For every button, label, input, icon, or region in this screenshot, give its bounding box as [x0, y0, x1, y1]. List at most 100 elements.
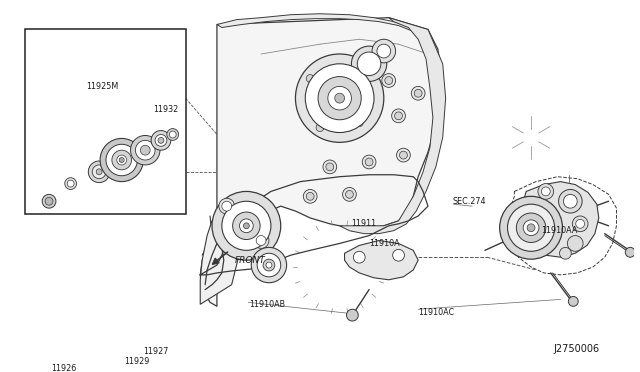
Circle shape	[377, 44, 390, 58]
Circle shape	[346, 190, 353, 198]
Circle shape	[326, 163, 333, 171]
Circle shape	[335, 93, 344, 103]
Circle shape	[263, 259, 275, 271]
Text: 11910AA: 11910AA	[541, 226, 577, 235]
Circle shape	[342, 67, 356, 80]
Circle shape	[572, 216, 588, 232]
Circle shape	[116, 155, 127, 165]
Circle shape	[307, 192, 314, 200]
Circle shape	[106, 144, 138, 176]
Circle shape	[119, 158, 124, 163]
Circle shape	[253, 232, 269, 248]
Circle shape	[559, 247, 572, 259]
Circle shape	[412, 86, 425, 100]
Circle shape	[256, 235, 266, 246]
Text: 11911: 11911	[351, 219, 376, 228]
Text: SEC.274: SEC.274	[452, 197, 486, 206]
Text: 11927: 11927	[143, 347, 169, 356]
Circle shape	[351, 46, 387, 81]
Circle shape	[353, 251, 365, 263]
Circle shape	[397, 148, 410, 162]
Circle shape	[353, 116, 366, 129]
Circle shape	[45, 197, 53, 205]
Circle shape	[392, 109, 405, 123]
Circle shape	[303, 189, 317, 203]
Circle shape	[576, 219, 584, 228]
Text: 11910A: 11910A	[369, 239, 400, 248]
Circle shape	[500, 196, 563, 259]
Circle shape	[313, 121, 327, 135]
Polygon shape	[340, 18, 445, 234]
Circle shape	[158, 137, 164, 143]
Circle shape	[239, 219, 253, 232]
Circle shape	[266, 262, 272, 268]
Circle shape	[508, 204, 555, 251]
Polygon shape	[217, 14, 438, 69]
Circle shape	[541, 187, 550, 196]
Circle shape	[170, 131, 176, 138]
Circle shape	[167, 129, 179, 140]
Circle shape	[365, 158, 373, 166]
Circle shape	[140, 145, 150, 155]
Circle shape	[527, 224, 535, 232]
Circle shape	[65, 178, 77, 189]
Circle shape	[222, 201, 232, 211]
Text: 11929: 11929	[124, 357, 149, 366]
Circle shape	[346, 70, 353, 77]
Text: FRONT: FRONT	[235, 256, 266, 264]
Circle shape	[151, 131, 171, 150]
Circle shape	[323, 160, 337, 174]
Circle shape	[563, 195, 577, 208]
Circle shape	[307, 75, 314, 83]
Text: J2750006: J2750006	[554, 343, 600, 353]
Circle shape	[155, 135, 167, 146]
Circle shape	[92, 165, 106, 179]
Circle shape	[346, 309, 358, 321]
Text: 11910AC: 11910AC	[418, 308, 454, 317]
Circle shape	[385, 77, 393, 84]
Circle shape	[100, 138, 143, 182]
Text: 11932: 11932	[153, 105, 179, 115]
Circle shape	[243, 223, 250, 229]
Circle shape	[136, 140, 155, 160]
Circle shape	[42, 195, 56, 208]
Polygon shape	[344, 241, 418, 280]
Circle shape	[382, 74, 396, 87]
Circle shape	[222, 201, 271, 250]
Circle shape	[318, 77, 361, 120]
Circle shape	[219, 198, 235, 214]
Text: 11910AB: 11910AB	[250, 300, 285, 309]
Circle shape	[257, 253, 281, 277]
Circle shape	[568, 296, 578, 306]
Circle shape	[516, 213, 546, 243]
Circle shape	[399, 151, 408, 159]
Circle shape	[625, 247, 635, 257]
Circle shape	[393, 249, 404, 261]
Circle shape	[212, 192, 281, 260]
Polygon shape	[521, 182, 599, 257]
Circle shape	[232, 212, 260, 240]
Text: 11926: 11926	[51, 364, 76, 372]
Circle shape	[362, 155, 376, 169]
Circle shape	[504, 235, 515, 244]
Circle shape	[559, 189, 582, 213]
Circle shape	[395, 112, 403, 120]
Circle shape	[414, 89, 422, 97]
Polygon shape	[200, 18, 443, 306]
Circle shape	[355, 119, 363, 126]
Circle shape	[296, 54, 384, 142]
Circle shape	[112, 150, 131, 170]
Circle shape	[303, 72, 317, 86]
Circle shape	[67, 180, 74, 187]
Polygon shape	[200, 214, 241, 304]
Circle shape	[88, 161, 110, 183]
Circle shape	[568, 235, 583, 251]
Circle shape	[96, 169, 102, 175]
Bar	[26, 29, 186, 214]
Circle shape	[538, 183, 554, 199]
Circle shape	[328, 86, 351, 110]
Text: 11925M: 11925M	[86, 82, 118, 91]
Circle shape	[316, 124, 324, 132]
Circle shape	[524, 220, 539, 235]
Circle shape	[252, 247, 287, 283]
